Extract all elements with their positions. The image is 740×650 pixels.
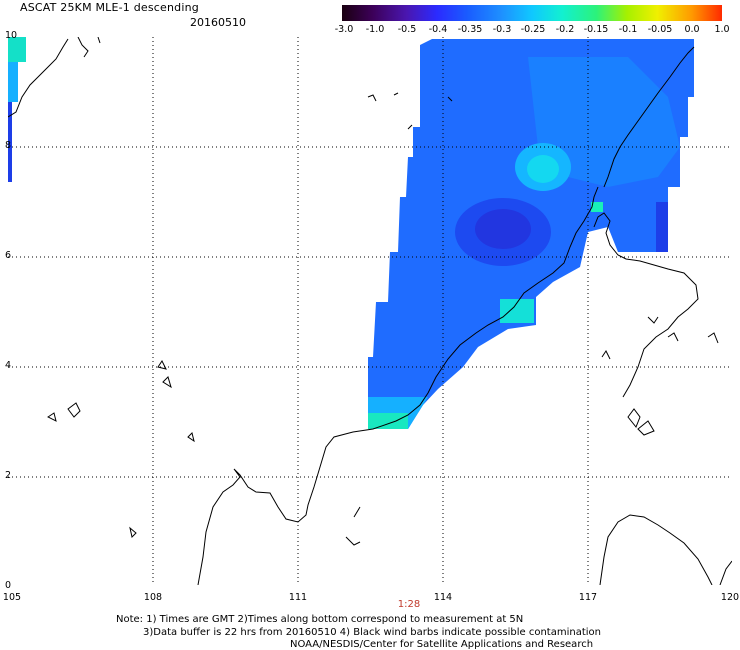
lon-label-105: 105 (2, 592, 22, 603)
footer-note-2: 3)Data buffer is 22 hrs from 20160510 4)… (143, 627, 601, 638)
lon-label-114: 114 (433, 592, 453, 603)
coast-islands (47, 92, 719, 538)
coast-belitung (627, 408, 655, 436)
coast-sabah (593, 212, 699, 398)
colorbar (342, 5, 722, 21)
colorbar-gradient (342, 5, 722, 21)
swath-east-deep (656, 202, 668, 252)
swath-strip-light (8, 62, 18, 102)
coast-bangka (345, 506, 361, 546)
coast-malay (197, 186, 599, 585)
swath-strip-deep (8, 102, 12, 182)
lat-label-10: 10 (5, 30, 18, 41)
swath-cyan-core (527, 155, 559, 183)
wind-swath (8, 37, 694, 429)
coast-vietnam (8, 37, 101, 118)
lon-label-120: 120 (720, 592, 740, 603)
lon-label-117: 117 (578, 592, 598, 603)
footer-note-3: NOAA/NESDIS/Center for Satellite Applica… (290, 639, 594, 650)
map-plot (8, 37, 732, 585)
swath-deep-core (475, 209, 531, 249)
lat-label-4: 4 (5, 360, 12, 371)
footer-note-1: Note: 1) Times are GMT 2)Times along bot… (116, 614, 524, 625)
lat-label-2: 2 (5, 470, 12, 481)
product-title: ASCAT 25KM MLE-1 descending (20, 1, 199, 14)
lat-label-8: 8 (5, 140, 12, 151)
coast-kalimantan (599, 514, 713, 585)
product-date: 20160510 (190, 16, 246, 29)
lat-lon-grid (8, 37, 732, 585)
coast-borneo-north (603, 46, 695, 188)
swath-south-teal (368, 413, 408, 429)
colorbar-label: -0.1 (618, 24, 638, 35)
overpass-time: 1:28 (397, 599, 421, 610)
colorbar-label: -0.2 (555, 24, 575, 35)
swath-strip-cyan (8, 37, 26, 62)
lat-label-6: 6 (5, 250, 12, 261)
colorbar-label: 1.0 (714, 24, 730, 35)
colorbar-label: -1.0 (365, 24, 385, 35)
coastlines (8, 37, 732, 585)
colorbar-label: 0.0 (684, 24, 700, 35)
colorbar-label: -0.3 (492, 24, 512, 35)
colorbar-labels: -3.0 -1.0 -0.5 -0.4 -0.35 -0.3 -0.25 -0.… (330, 24, 740, 38)
lon-label-111: 111 (288, 592, 308, 603)
lat-label-0: 0 (5, 580, 12, 591)
colorbar-label: -0.4 (428, 24, 448, 35)
colorbar-label: -0.15 (583, 24, 609, 35)
lon-label-108: 108 (143, 592, 163, 603)
colorbar-label: -3.0 (334, 24, 354, 35)
swath-coast-teal (591, 202, 603, 212)
colorbar-label: -0.05 (647, 24, 673, 35)
colorbar-label: -0.35 (457, 24, 483, 35)
colorbar-label: -0.25 (520, 24, 546, 35)
colorbar-label: -0.5 (397, 24, 417, 35)
coast-sulawesi (719, 560, 732, 585)
